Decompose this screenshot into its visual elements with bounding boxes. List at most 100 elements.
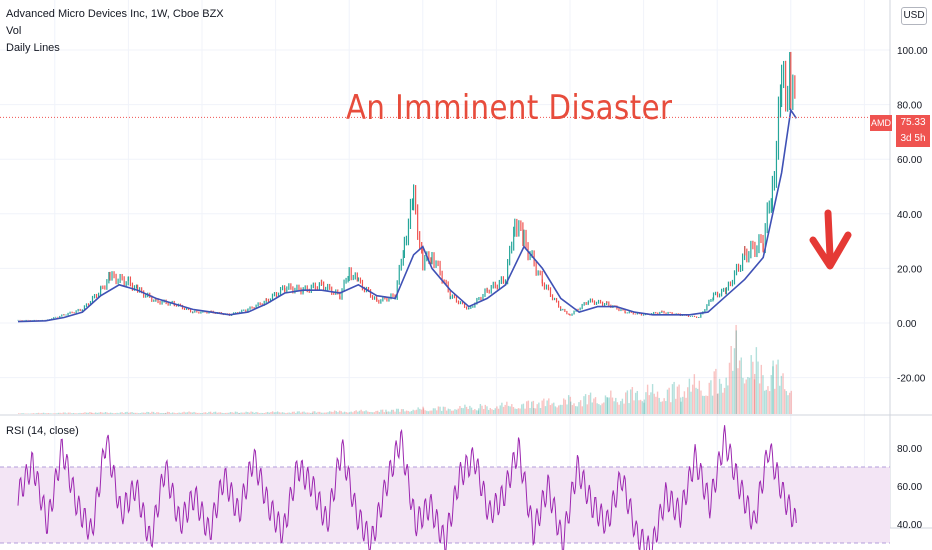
last-price-symbol: AMD: [870, 115, 892, 131]
volume-bar: [469, 405, 471, 414]
volume-legend: Vol: [6, 25, 22, 37]
volume-bar: [634, 392, 637, 414]
volume-bar: [673, 381, 675, 414]
volume-bar: [376, 410, 379, 414]
volume-bar: [601, 403, 603, 414]
volume-bar: [276, 411, 279, 414]
volume-bar: [563, 398, 565, 414]
volume-bar: [64, 412, 66, 414]
volume-bar: [152, 411, 155, 414]
volume-bar: [698, 380, 701, 414]
volume-bar: [730, 346, 732, 414]
volume-bar: [434, 408, 436, 414]
volume-bar: [157, 412, 160, 414]
volume-bar: [165, 412, 167, 414]
volume-bar: [305, 412, 307, 414]
volume-bar: [82, 412, 84, 414]
volume-bar: [447, 408, 450, 414]
volume-bar: [703, 395, 705, 414]
volume-bar: [743, 383, 746, 414]
volume-bar: [61, 413, 63, 414]
volume-bar: [49, 413, 51, 414]
volume-bar: [579, 400, 582, 414]
volume-bar: [539, 408, 542, 414]
volume-bar: [591, 402, 593, 414]
volume-bar: [47, 413, 50, 414]
volume-bar: [710, 380, 712, 414]
volume-bar: [263, 412, 266, 414]
volume-bar: [623, 403, 625, 414]
volume-bar: [103, 412, 105, 414]
rsi-legend: RSI (14, close): [6, 425, 79, 437]
symbol-legend: Advanced Micro Devices Inc, 1W, Cboe BZX: [6, 8, 224, 20]
volume-bar: [481, 405, 483, 414]
volume-bar: [330, 411, 333, 414]
volume-bar: [96, 412, 98, 414]
volume-bar: [420, 409, 423, 414]
volume-bar: [236, 411, 238, 414]
currency-button[interactable]: USD: [901, 7, 927, 25]
volume-bar: [439, 406, 441, 414]
volume-bar: [407, 410, 409, 414]
volume-bar: [584, 394, 587, 414]
volume-bar: [524, 408, 526, 414]
volume-bar: [783, 389, 786, 414]
last-price-tag: AMD 75.33 3d 5h: [870, 115, 930, 147]
volume-bar: [310, 412, 312, 414]
volume-bar: [728, 362, 731, 414]
volume-bar: [625, 392, 627, 414]
volume-bar: [101, 412, 103, 414]
volume-bar: [705, 395, 707, 414]
volume-bar: [193, 411, 195, 414]
volume-bar: [588, 395, 590, 414]
volume-bar: [266, 411, 269, 414]
volume-bar: [687, 387, 689, 414]
volume-bar: [410, 411, 413, 414]
volume-bar: [570, 401, 572, 414]
volume-bar: [696, 388, 699, 414]
volume-bar: [742, 377, 744, 414]
volume-bar: [306, 412, 309, 414]
volume-bar: [328, 411, 331, 414]
volume-bar: [18, 413, 20, 414]
volume-bar: [478, 408, 480, 414]
volume-bar: [72, 412, 75, 414]
volume-bar: [214, 411, 217, 414]
volume-bar: [422, 406, 424, 414]
volume-bar: [312, 411, 314, 414]
volume-bar: [574, 406, 577, 414]
price-tick-label: 20.00: [897, 264, 922, 275]
volume-bar: [737, 368, 739, 414]
volume-bar: [668, 387, 670, 414]
volume-bar: [119, 412, 122, 414]
volume-bar: [603, 402, 605, 414]
volume-bar: [564, 399, 567, 414]
volume-bar: [170, 413, 172, 414]
volume-bar: [243, 412, 246, 414]
volume-bar: [727, 385, 729, 414]
volume-bar: [250, 411, 252, 414]
volume-bar: [516, 408, 518, 414]
volume-bar: [770, 375, 772, 414]
volume-bar: [395, 408, 398, 414]
volume-bar: [394, 411, 396, 414]
volume-bar: [683, 391, 686, 414]
volume-bar: [414, 410, 416, 414]
volume-bar: [782, 373, 784, 414]
volume-bar: [171, 412, 174, 414]
volume-bar: [546, 400, 548, 414]
volume-bar: [432, 408, 435, 414]
volume-bar: [223, 413, 225, 414]
volume-bar: [385, 409, 387, 414]
volume-bar: [725, 377, 727, 414]
volume-bar: [477, 410, 479, 414]
volume-bar: [690, 391, 692, 414]
volume-bar: [319, 411, 321, 414]
volume-bar: [93, 412, 95, 414]
volume-bar: [534, 408, 537, 414]
volume-bar: [661, 401, 664, 414]
volume-bar: [295, 412, 297, 414]
volume-bar: [594, 397, 597, 414]
volume-bar: [554, 406, 557, 414]
volume-bar: [680, 401, 682, 414]
